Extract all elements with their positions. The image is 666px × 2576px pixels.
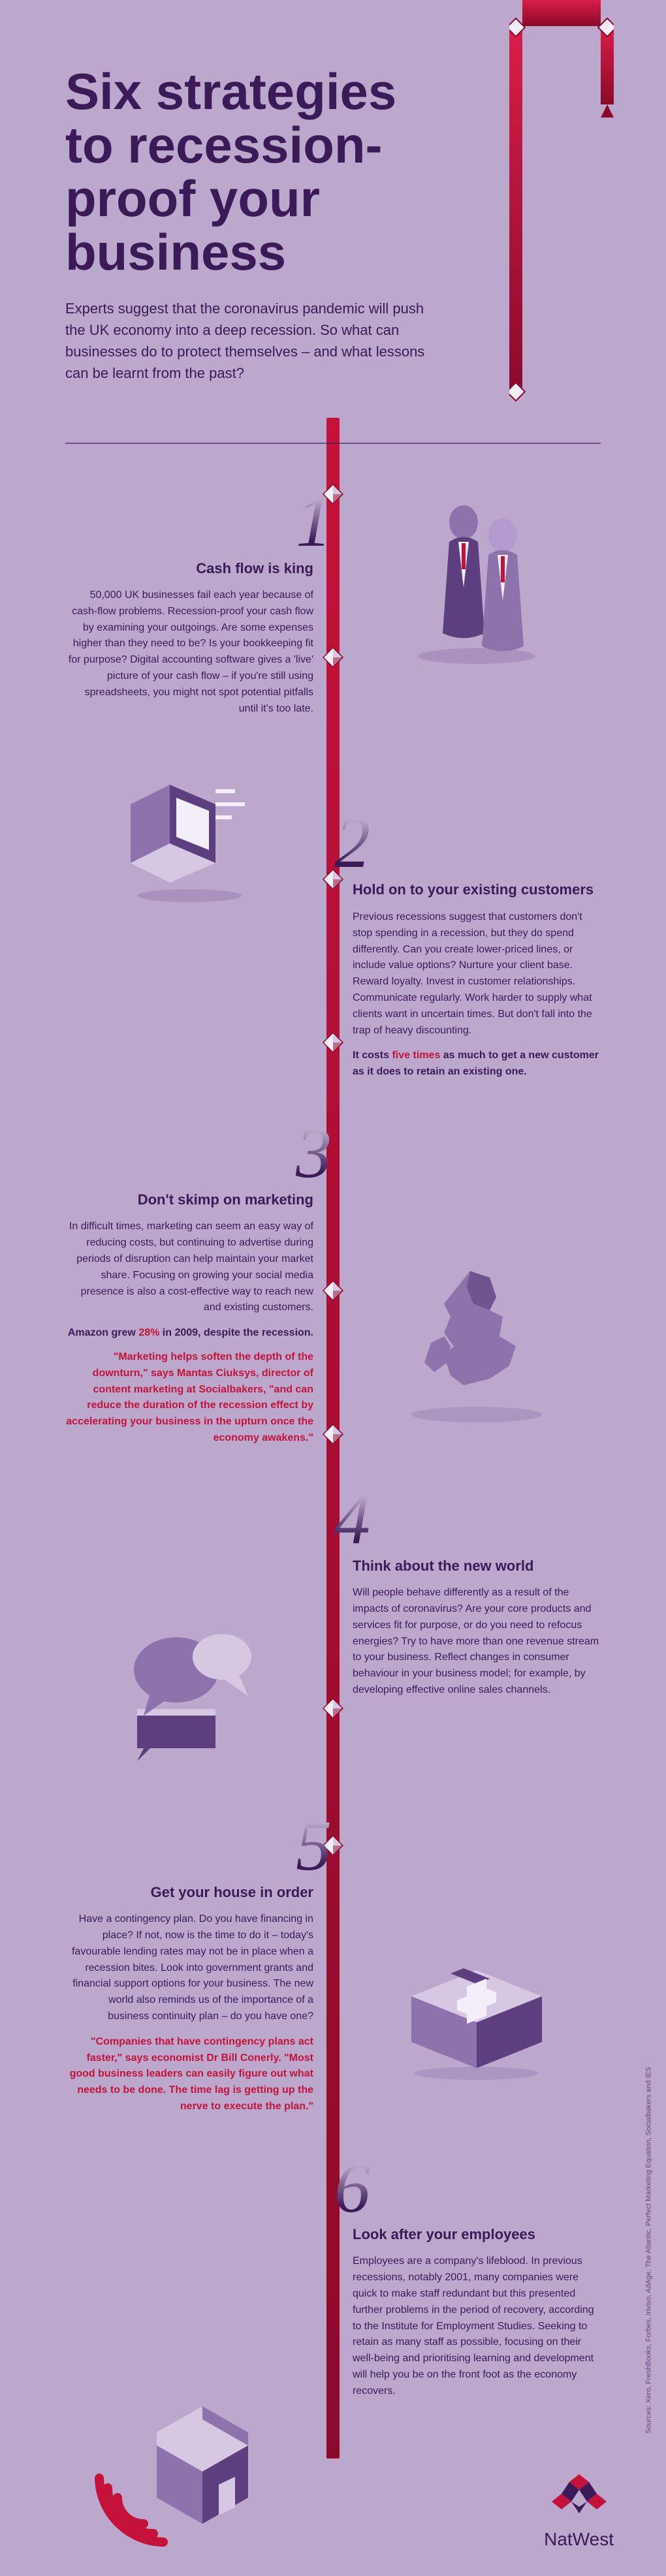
section-2: 2 Hold on to your existing customers Pre… (333, 811, 620, 1088)
row-2: 2 Hold on to your existing customers Pre… (0, 752, 666, 1114)
row-5: 5 Get your house in order Have a conting… (0, 1807, 666, 2149)
section-quote: "Companies that have contingency plans a… (65, 2034, 313, 2115)
section-number: 3 (65, 1121, 332, 1186)
section-body: In difficult times, marketing can seem a… (65, 1219, 313, 1316)
section-body: Previous recessions suggest that custome… (353, 909, 601, 1039)
section-4: 4 Think about the new world Will people … (333, 1487, 620, 1708)
section-heading: Cash flow is king (65, 559, 313, 578)
logo: NatWest (544, 2474, 614, 2550)
callout-pre: It costs (353, 1050, 392, 1061)
logo-text: NatWest (544, 2529, 614, 2550)
callout-highlight: 28% (138, 1327, 159, 1338)
row-3: 3 Don't skimp on marketing In difficult … (0, 1114, 666, 1481)
header-divider (65, 443, 601, 444)
callout-pre: Amazon grew (68, 1327, 138, 1338)
natwest-logo-icon (550, 2474, 609, 2526)
section-callout: It costs five times as much to get a new… (353, 1048, 601, 1080)
speech-bubbles-icon (111, 1624, 268, 1768)
illustration-people (333, 490, 620, 679)
row-6: 6 Look after your employees Employees ar… (0, 2149, 666, 2435)
section-5: 5 Get your house in order Have a conting… (46, 1814, 333, 2123)
section-1: 1 Cash flow is king 50,000 UK businesses… (46, 490, 333, 727)
illustration-speech (46, 1487, 333, 1781)
sections: 1 Cash flow is king 50,000 UK businesses… (0, 483, 666, 2435)
section-6: 6 Look after your employees Employees ar… (333, 2156, 620, 2409)
section-body: 50,000 UK businesses fail each year beca… (65, 588, 313, 717)
header: Six strategies to recession-proof your b… (0, 0, 509, 416)
computer-icon (118, 765, 261, 909)
callout-post: in 2009, despite the recession. (159, 1327, 313, 1338)
pipe-top (509, 0, 614, 418)
section-callout: Amazon grew 28% in 2009, despite the rec… (65, 1325, 313, 1342)
uk-map-icon (392, 1258, 562, 1428)
illustration-firstaid (333, 1944, 620, 2094)
section-3: 3 Don't skimp on marketing In difficult … (46, 1121, 333, 1454)
section-number: 1 (65, 490, 332, 554)
row-4: 4 Think about the new world Will people … (0, 1481, 666, 1807)
section-number: 2 (334, 811, 601, 875)
illustration-computer (46, 759, 333, 922)
infographic-page: Six strategies to recession-proof your b… (0, 0, 666, 2576)
section-heading: Think about the new world (353, 1557, 601, 1575)
section-body: Have a contingency plan. Do you have fin… (65, 1911, 313, 2025)
section-heading: Hold on to your existing customers (353, 881, 601, 899)
section-body: Will people behave differently as a resu… (353, 1585, 601, 1699)
illustration-uk-map (333, 1251, 620, 1441)
section-heading: Don't skimp on marketing (65, 1191, 313, 1209)
section-number: 6 (334, 2156, 601, 2220)
section-heading: Get your house in order (65, 1883, 313, 1902)
page-title: Six strategies to recession-proof your b… (65, 65, 444, 279)
section-body: Employees are a company's lifeblood. In … (353, 2254, 601, 2399)
section-number: 4 (334, 1487, 601, 1552)
people-icon (405, 496, 548, 666)
section-number: 5 (65, 1814, 332, 1878)
house-signal-icon (91, 2393, 287, 2550)
illustration-house-signal (91, 2393, 287, 2550)
section-heading: Look after your employees (353, 2225, 601, 2244)
callout-highlight: five times (392, 1050, 440, 1061)
page-intro: Experts suggest that the coronavirus pan… (65, 298, 444, 384)
first-aid-icon (398, 1951, 555, 2081)
row-1: 1 Cash flow is king 50,000 UK businesses… (0, 483, 666, 753)
section-quote: "Marketing helps soften the depth of the… (65, 1349, 313, 1447)
